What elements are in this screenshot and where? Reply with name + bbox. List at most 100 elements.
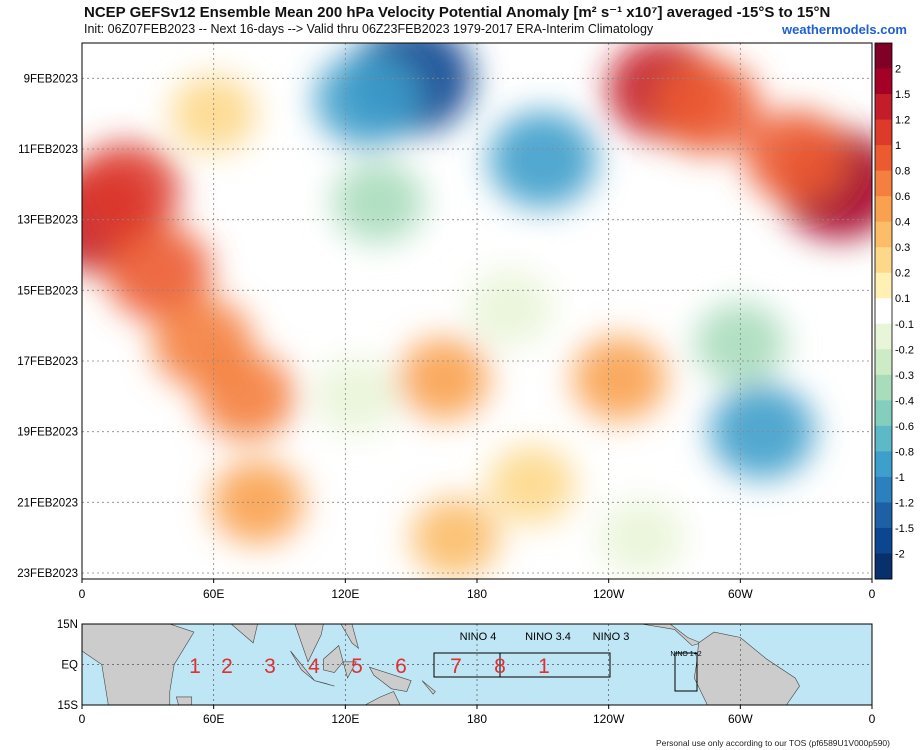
mjo-phase-number: 6 <box>395 655 407 678</box>
colorbar-label: 2 <box>895 64 901 76</box>
brand-link[interactable]: weathermodels.com <box>782 22 907 37</box>
nino-label: NINO 4 <box>460 631 497 643</box>
heatmap-cell <box>598 499 685 577</box>
nino-label: NINO 3 <box>593 631 630 643</box>
land-mass <box>290 650 315 681</box>
footer-note: Personal use only according to our TOS (… <box>655 738 890 748</box>
colorbar: 2 1.5 1.2 1 0.8 0.6 0.4 0.3 0.2 0.1 -0.1 -0.2 -0.3 -0… <box>874 42 914 580</box>
colorbar-label: -1.2 <box>895 497 914 509</box>
heatmap-cell <box>313 357 400 435</box>
heatmap-cell <box>82 142 180 240</box>
heatmap-cell <box>398 337 490 420</box>
colorbar-swatch <box>875 374 892 401</box>
heatmap-field <box>82 43 872 578</box>
map-x-label: 60E <box>203 712 224 726</box>
colorbar-swatch <box>875 247 892 274</box>
heatmap-plot <box>82 43 872 579</box>
land-masses <box>82 624 800 705</box>
mjo-phase-number: 7 <box>450 655 462 678</box>
x-tick-label: 180 <box>467 587 487 601</box>
mjo-phase-number: 1 <box>538 655 550 678</box>
x-tick-label: 0 <box>869 587 876 601</box>
mjo-phase-number: 8 <box>494 655 506 678</box>
nino12-box <box>674 652 698 692</box>
colorbar-swatch <box>875 196 892 223</box>
colorbar-swatch <box>875 272 892 299</box>
mjo-phase-number: 1 <box>189 655 201 678</box>
colorbar-swatch <box>875 400 892 427</box>
colorbar-swatch <box>875 145 892 172</box>
colorbar-label: -2 <box>895 548 905 560</box>
colorbar-swatch <box>875 43 892 70</box>
colorbar-label: -0.6 <box>895 421 914 433</box>
colorbar-label: 1.5 <box>895 89 910 101</box>
mjo-phase-number: 3 <box>264 655 276 678</box>
heatmap-cell <box>743 109 847 203</box>
nino-label: NINO 3.4 <box>525 631 571 643</box>
colorbar-label: 1 <box>895 140 901 152</box>
colorbar-swatch <box>875 221 892 248</box>
land-mass <box>329 691 412 705</box>
map-x-label: 180 <box>467 712 487 726</box>
y-tick-label: 9FEB2023 <box>24 73 78 85</box>
map-grid <box>82 624 872 705</box>
map-lat-label: 15S <box>58 700 79 712</box>
colorbar-label: 0.4 <box>895 217 910 229</box>
heatmap-cell <box>488 445 576 524</box>
y-tick-label: 19FEB2023 <box>17 427 78 439</box>
nino-label: NINO 1+2 <box>670 651 701 658</box>
colorbar-swatch <box>875 298 892 325</box>
y-tick-label: 17FEB2023 <box>17 356 78 368</box>
heatmap-cell <box>467 269 553 347</box>
colorbar-label: -1.5 <box>895 523 914 535</box>
grid <box>82 43 872 579</box>
colorbar-label: -0.4 <box>895 395 914 407</box>
mjo-phase-number: 4 <box>308 655 320 678</box>
colorbar-label: -1 <box>895 472 905 484</box>
colorbar-swatch <box>875 502 892 529</box>
colorbar-swatch <box>875 425 892 452</box>
colorbar-swatch <box>875 323 892 350</box>
colorbar-swatch <box>875 527 892 554</box>
map-lat-label: 15N <box>57 619 78 631</box>
map-lat-label: EQ <box>61 660 78 672</box>
colorbar-label: 0.2 <box>895 268 910 280</box>
colorbar-swatch <box>875 68 892 95</box>
colorbar-label: 0.3 <box>895 242 910 254</box>
heatmap-cell <box>332 160 424 244</box>
colorbar-swatch <box>875 476 892 503</box>
y-axis: 9FEB2023 11FEB2023 13FEB2023 15FEB2023 17FEB… <box>17 73 78 580</box>
x-axis: 0 60E 120E 180 120W 60W 0 <box>79 579 876 601</box>
mjo-phase-number: 2 <box>221 655 233 678</box>
colorbar-label: -0.3 <box>895 370 914 382</box>
colorbar-label: 0.6 <box>895 191 910 203</box>
y-tick-label: 23FEB2023 <box>17 568 78 580</box>
land-mass <box>323 645 344 673</box>
chart-title: NCEP GEFSv12 Ensemble Mean 200 hPa Veloc… <box>84 4 831 21</box>
x-tick-label: 60W <box>728 587 753 601</box>
x-tick-label: 0 <box>79 587 86 601</box>
heatmap-cell <box>314 52 420 147</box>
colorbar-frame <box>874 42 893 580</box>
y-tick-label: 15FEB2023 <box>17 285 78 297</box>
land-mass <box>693 631 800 705</box>
map-x-label: 60W <box>728 712 753 726</box>
heatmap-cell <box>488 111 597 209</box>
chart-subtitle: Init: 06Z07FEB2023 -- Next 16-days --> V… <box>84 22 654 36</box>
colorbar-swatch <box>875 553 892 580</box>
land-mass <box>421 680 436 695</box>
colorbar-swatch <box>875 170 892 197</box>
x-tick-label: 60E <box>203 587 224 601</box>
colorbar-label: 0.8 <box>895 166 910 178</box>
heatmap-cell <box>106 225 212 321</box>
x-tick-label: 120E <box>331 587 359 601</box>
mjo-phase-number: 5 <box>351 655 363 678</box>
land-mass <box>368 666 412 692</box>
map-x-label: 120E <box>331 712 359 726</box>
heatmap-cell <box>198 352 295 440</box>
colorbar-label: -0.8 <box>895 446 914 458</box>
y-tick-label: 13FEB2023 <box>17 215 78 227</box>
colorbar-label: -0.2 <box>895 344 914 356</box>
